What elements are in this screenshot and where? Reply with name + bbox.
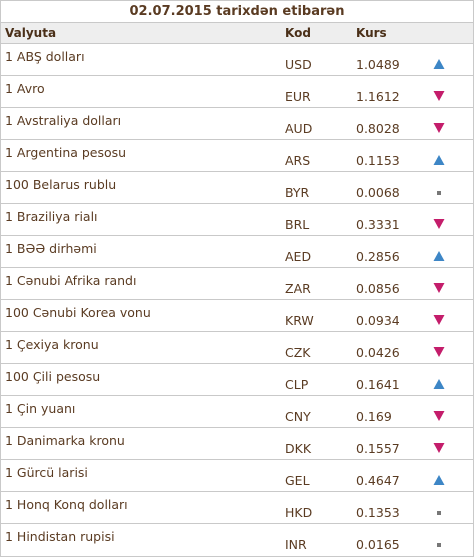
arrow-up-icon xyxy=(433,474,445,486)
column-header-currency: Valyuta xyxy=(5,26,57,40)
currency-name: 1 Argentina pesosu xyxy=(5,145,127,160)
table-row: 1 ABŞ dolları USD 1.0489 xyxy=(1,44,473,76)
square-icon xyxy=(433,538,445,550)
exchange-rate: 0.8028 xyxy=(356,121,400,136)
exchange-rate: 0.0856 xyxy=(356,281,400,296)
currency-name: 1 Hindistan rupisi xyxy=(5,529,115,544)
table-row: 1 Çexiya kronu CZK 0.0426 xyxy=(1,332,473,364)
currency-code: HKD xyxy=(285,505,313,520)
table-row: 1 Honq Konq dolları HKD 0.1353 xyxy=(1,492,473,524)
column-header-code: Kod xyxy=(285,26,311,40)
table-row: 1 Gürcü larisi GEL 0.4647 xyxy=(1,460,473,492)
arrow-down-icon xyxy=(433,442,445,454)
currency-name: 100 Belarus rublu xyxy=(5,177,117,192)
currency-name: 1 Çexiya kronu xyxy=(5,337,99,352)
currency-name: 1 Avstraliya dolları xyxy=(5,113,122,128)
currency-code: CLP xyxy=(285,377,309,392)
arrow-up-icon xyxy=(433,154,445,166)
table-row: 1 Cənubi Afrika randı ZAR 0.0856 xyxy=(1,268,473,300)
arrow-down-icon xyxy=(433,410,445,422)
currency-code: AUD xyxy=(285,121,313,136)
table-row: 1 Avro EUR 1.1612 xyxy=(1,76,473,108)
column-header-rate: Kurs xyxy=(356,26,387,40)
table-row: 1 BƏƏ dirhəmi AED 0.2856 xyxy=(1,236,473,268)
exchange-rate: 0.1353 xyxy=(356,505,400,520)
exchange-rate: 1.1612 xyxy=(356,89,400,104)
currency-code: KRW xyxy=(285,313,314,328)
currency-name: 1 Danimarka kronu xyxy=(5,433,125,448)
exchange-rate: 0.0165 xyxy=(356,537,400,552)
arrow-up-icon xyxy=(433,58,445,70)
currency-code: INR xyxy=(285,537,307,552)
currency-name: 1 Cənubi Afrika randı xyxy=(5,273,137,288)
currency-code: EUR xyxy=(285,89,311,104)
square-icon xyxy=(433,506,445,518)
square-icon xyxy=(433,186,445,198)
exchange-rate: 0.1641 xyxy=(356,377,400,392)
arrow-down-icon xyxy=(433,122,445,134)
table-row: 1 Argentina pesosu ARS 0.1153 xyxy=(1,140,473,172)
arrow-up-icon xyxy=(433,250,445,262)
arrow-up-icon xyxy=(433,378,445,390)
currency-code: CNY xyxy=(285,409,311,424)
table-title: 02.07.2015 tarixdən etibarən xyxy=(1,1,473,23)
arrow-down-icon xyxy=(433,346,445,358)
currency-code: CZK xyxy=(285,345,311,360)
currency-name: 1 Gürcü larisi xyxy=(5,465,88,480)
table-row: 1 Hindistan rupisi INR 0.0165 xyxy=(1,524,473,555)
exchange-rate: 0.4647 xyxy=(356,473,400,488)
exchange-rate: 0.1557 xyxy=(356,441,400,456)
currency-code: DKK xyxy=(285,441,312,456)
arrow-down-icon xyxy=(433,282,445,294)
exchange-rate: 1.0489 xyxy=(356,57,400,72)
table-row: 1 Danimarka kronu DKK 0.1557 xyxy=(1,428,473,460)
exchange-rate: 0.1153 xyxy=(356,153,400,168)
exchange-rate: 0.3331 xyxy=(356,217,400,232)
table-header: Valyuta Kod Kurs xyxy=(1,23,473,44)
arrow-down-icon xyxy=(433,314,445,326)
currency-code: ZAR xyxy=(285,281,311,296)
currency-name: 1 ABŞ dolları xyxy=(5,49,85,64)
table-row: 100 Belarus rublu BYR 0.0068 xyxy=(1,172,473,204)
currency-code: GEL xyxy=(285,473,310,488)
arrow-down-icon xyxy=(433,90,445,102)
currency-code: USD xyxy=(285,57,312,72)
table-row: 100 Cənubi Korea vonu KRW 0.0934 xyxy=(1,300,473,332)
currency-code: BYR xyxy=(285,185,310,200)
table-row: 1 Çin yuanı CNY 0.169 xyxy=(1,396,473,428)
table-row: 100 Çili pesosu CLP 0.1641 xyxy=(1,364,473,396)
currency-code: ARS xyxy=(285,153,311,168)
table-row: 1 Avstraliya dolları AUD 0.8028 xyxy=(1,108,473,140)
currency-name: 1 BƏƏ dirhəmi xyxy=(5,241,97,256)
arrow-down-icon xyxy=(433,218,445,230)
exchange-rate: 0.0068 xyxy=(356,185,400,200)
exchange-rate: 0.169 xyxy=(356,409,392,424)
exchange-rate: 0.2856 xyxy=(356,249,400,264)
table-row: 1 Braziliya rialı BRL 0.3331 xyxy=(1,204,473,236)
currency-code: AED xyxy=(285,249,312,264)
table-body: 1 ABŞ dolları USD 1.0489 1 Avro EUR 1.1612 1 A… xyxy=(1,44,473,555)
currency-name: 1 Çin yuanı xyxy=(5,401,76,416)
currency-name: 1 Braziliya rialı xyxy=(5,209,98,224)
currency-code: BRL xyxy=(285,217,310,232)
currency-name: 100 Cənubi Korea vonu xyxy=(5,305,151,320)
exchange-rate: 0.0426 xyxy=(356,345,400,360)
currency-name: 1 Avro xyxy=(5,81,45,96)
currency-name: 1 Honq Konq dolları xyxy=(5,497,128,512)
currency-name: 100 Çili pesosu xyxy=(5,369,101,384)
exchange-rate: 0.0934 xyxy=(356,313,400,328)
